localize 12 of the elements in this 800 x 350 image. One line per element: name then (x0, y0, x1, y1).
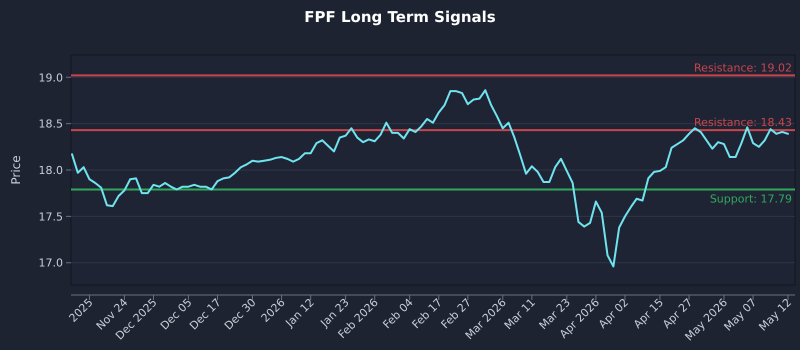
ref-line-label: Support: 17.79 (710, 192, 792, 206)
y-tick-label: 18.0 (38, 164, 63, 177)
x-tick-label: Dec 30 (222, 296, 259, 333)
y-tick-label: 18.5 (38, 118, 63, 131)
x-tick-label: Jan 12 (282, 296, 317, 330)
y-tick-label: 17.5 (38, 210, 63, 224)
y-axis-title: Price (9, 155, 23, 185)
chart-title: FPF Long Term Signals (304, 8, 496, 26)
y-tick-label: 19.0 (38, 71, 63, 84)
ref-line-label: Resistance: 19.02 (694, 61, 792, 74)
ref-line-label: Resistance: 18.43 (694, 116, 792, 130)
y-tick-label: 17.0 (38, 256, 63, 270)
